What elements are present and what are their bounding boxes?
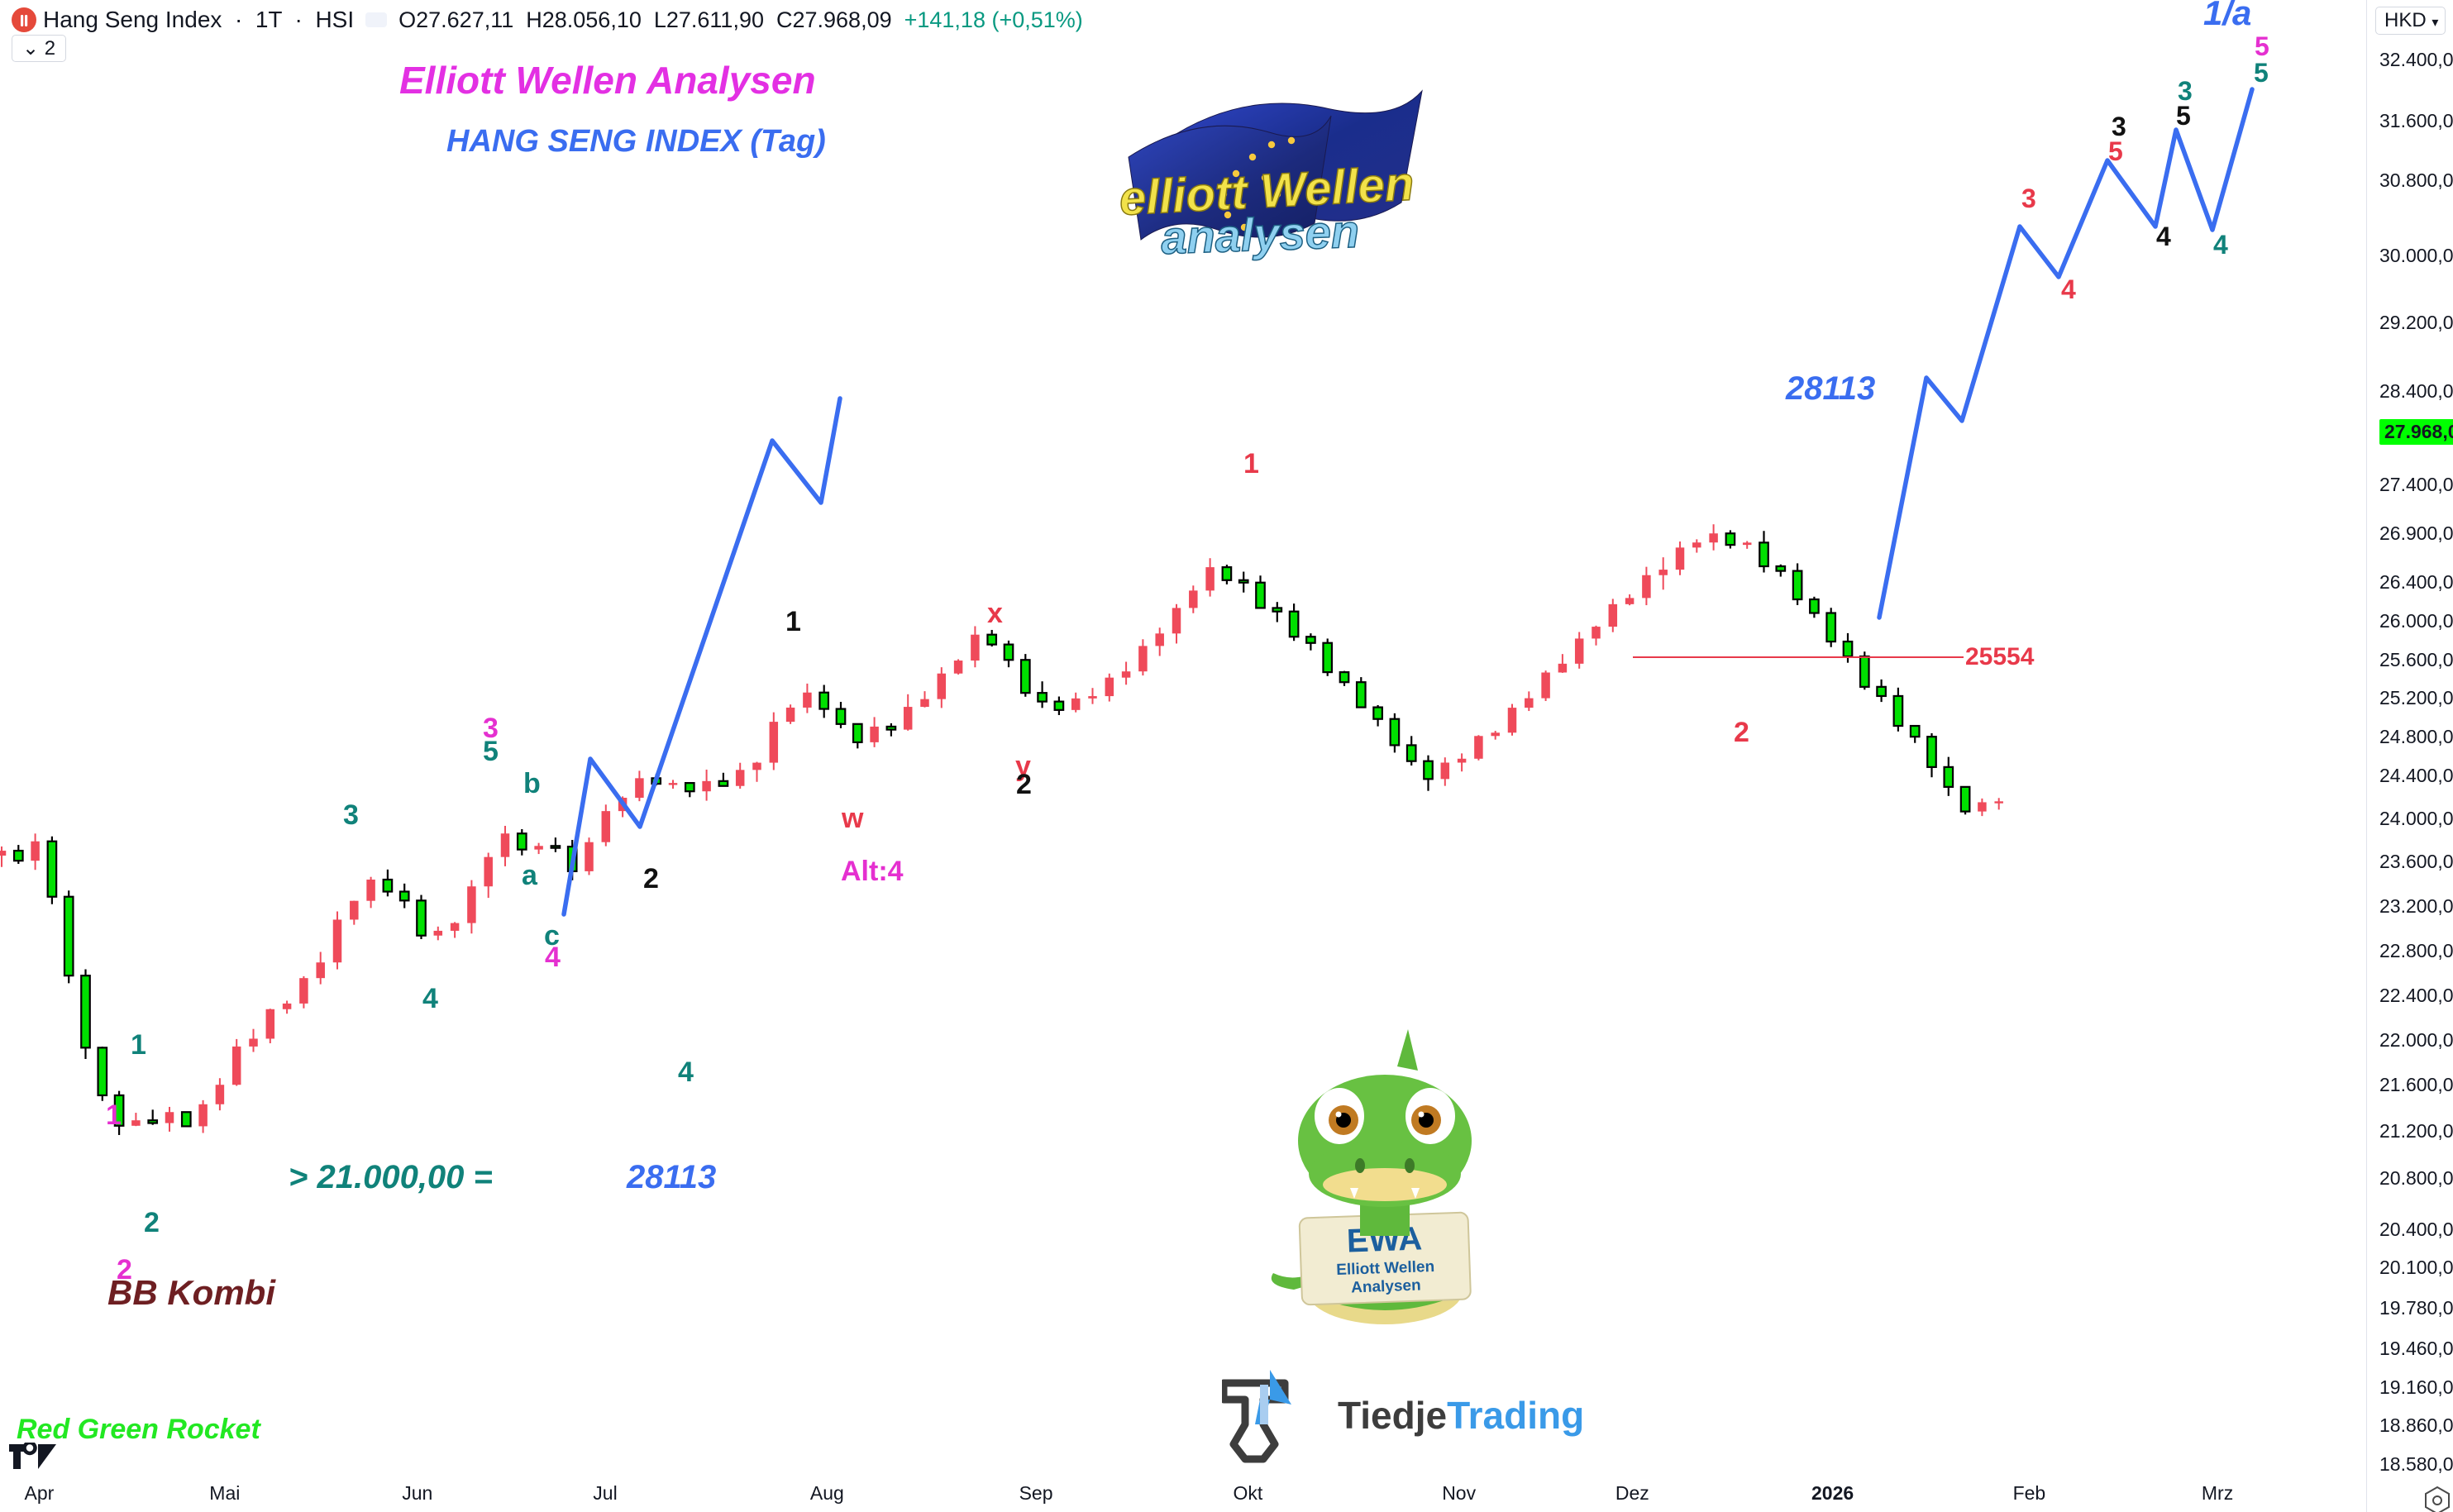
svg-text:Analysen: Analysen: [1351, 1277, 1421, 1297]
svg-text:Elliott Wellen: Elliott Wellen: [1336, 1258, 1435, 1279]
svg-text:analysen: analysen: [1160, 205, 1360, 264]
